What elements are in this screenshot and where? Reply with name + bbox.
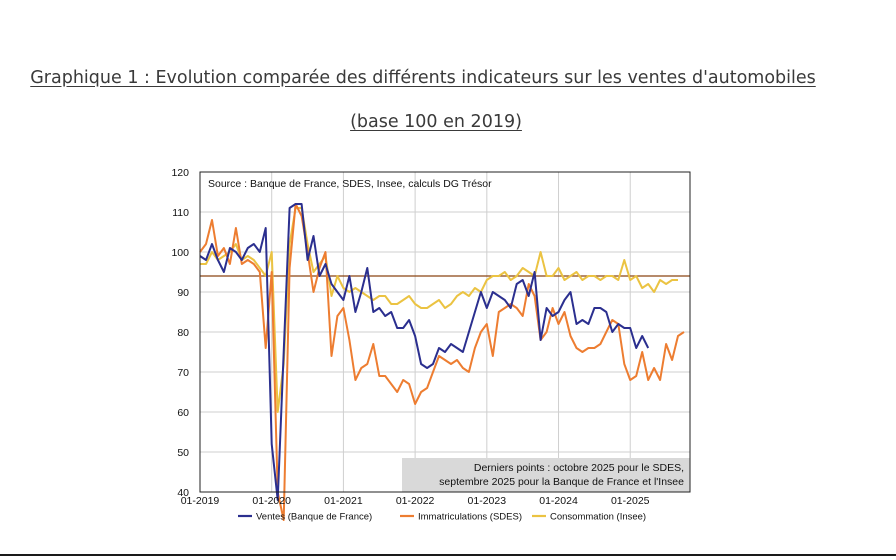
y-tick-label: 110 [172,207,189,219]
y-tick-label: 80 [177,327,189,339]
series-line-2 [199,203,685,521]
series-line-3 [200,207,678,413]
source-label: Source : Banque de France, SDES, Insee, … [208,178,492,190]
x-tick-label: 01-2021 [324,495,363,507]
chart-title: Graphique 1 : Evolution comparée des dif… [30,68,816,88]
y-tick-label: 40 [177,487,189,499]
y-tick-label: 120 [171,167,189,179]
series-line-1 [199,203,650,501]
chart-subtitle: (base 100 en 2019) [350,112,522,132]
note-box [402,458,690,492]
x-tick-label: 01-2025 [611,495,650,507]
y-tick-label: 90 [177,287,189,299]
y-tick-label: 60 [177,407,189,419]
legend-label-1: Ventes (Banque de France) [256,512,372,523]
x-tick-label: 01-2024 [539,495,578,507]
plot-border [199,171,691,493]
x-tick-label: 01-2023 [468,495,507,507]
x-tick-label: 01-2019 [181,495,220,507]
y-tick-label: 70 [177,367,189,379]
x-tick-label: 01-2022 [396,495,435,507]
note-line-1: Derniers points : octobre 2025 pour le S… [474,462,684,474]
page-bottom-rule [0,554,896,556]
x-tick-label: 01-2020 [252,495,291,507]
note-line-2: septembre 2025 pour la Banque de France … [439,476,684,488]
y-tick-label: 100 [171,247,189,259]
y-tick-label: 50 [177,447,189,459]
legend-label-3: Consommation (Insee) [550,512,646,523]
legend-label-2: Immatriculations (SDES) [418,512,522,523]
